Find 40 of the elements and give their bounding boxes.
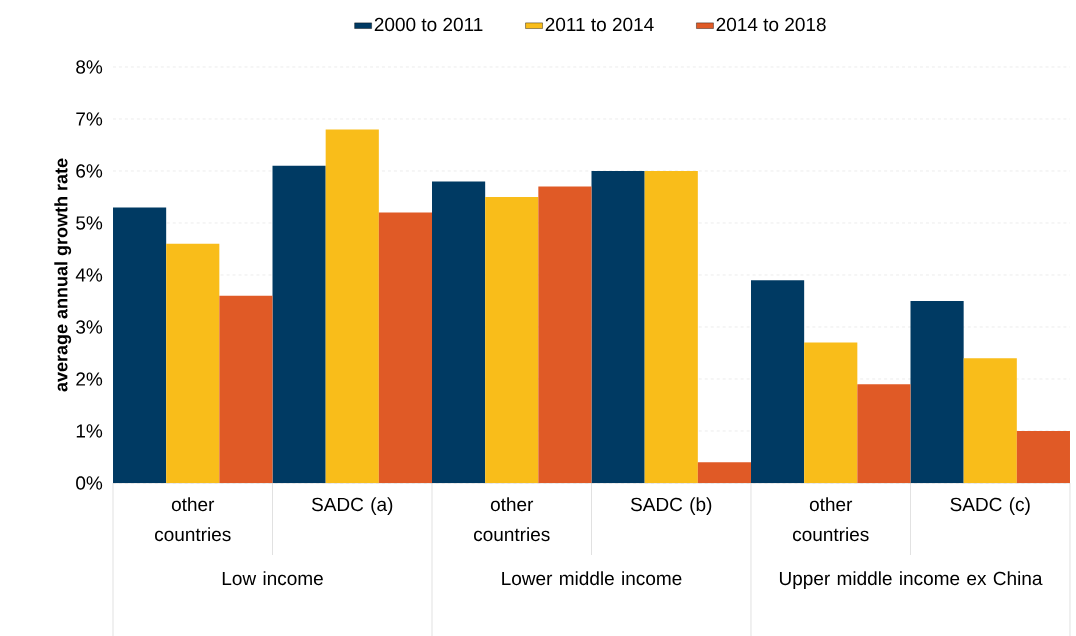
y-tick-label: 5%	[76, 216, 103, 230]
bar	[325, 129, 379, 483]
bar	[751, 280, 805, 483]
legend-label: 2011 to 2014	[545, 17, 654, 32]
bar	[272, 165, 326, 483]
y-tick-label: 3%	[76, 320, 103, 334]
text: Low income	[222, 571, 323, 586]
x-tick-label: SADC (a)	[311, 497, 393, 515]
x-tick-label: other countries	[474, 497, 550, 542]
y-tick-label: 4%	[75, 268, 103, 282]
legend-label: 2000 to 2011	[374, 17, 483, 32]
y-tick-label: 1%	[76, 424, 103, 438]
bar	[697, 462, 751, 483]
bar	[113, 207, 167, 483]
y-tick-label: 0%	[76, 476, 103, 490]
bar	[857, 384, 911, 483]
text: Upper middle income ex China	[779, 571, 1043, 589]
text: Lower middle income	[502, 571, 682, 586]
bar	[963, 358, 1017, 483]
bar	[485, 196, 539, 483]
y-axis-title: average annual growth rate	[54, 158, 72, 392]
bar	[910, 300, 964, 483]
x-tick-label: other countries	[155, 497, 231, 542]
x-tick-label: SADC (b)	[630, 497, 712, 515]
bar	[538, 186, 592, 483]
bar	[644, 170, 698, 483]
y-tick-label: 7%	[76, 112, 103, 126]
bar	[219, 295, 273, 483]
y-tick-label: 2%	[76, 372, 103, 386]
bar	[432, 181, 486, 483]
bar	[591, 170, 645, 483]
y-tick-label: 8%	[76, 60, 103, 74]
bar	[378, 212, 432, 483]
legend-label: 2014 to 2018	[716, 17, 826, 32]
bar	[804, 342, 858, 483]
y-tick-label: 6%	[76, 164, 103, 178]
bar	[1016, 430, 1070, 483]
bar	[166, 243, 220, 483]
x-tick-label: SADC (c)	[950, 497, 1030, 515]
x-tick-label: other countries	[793, 497, 869, 542]
